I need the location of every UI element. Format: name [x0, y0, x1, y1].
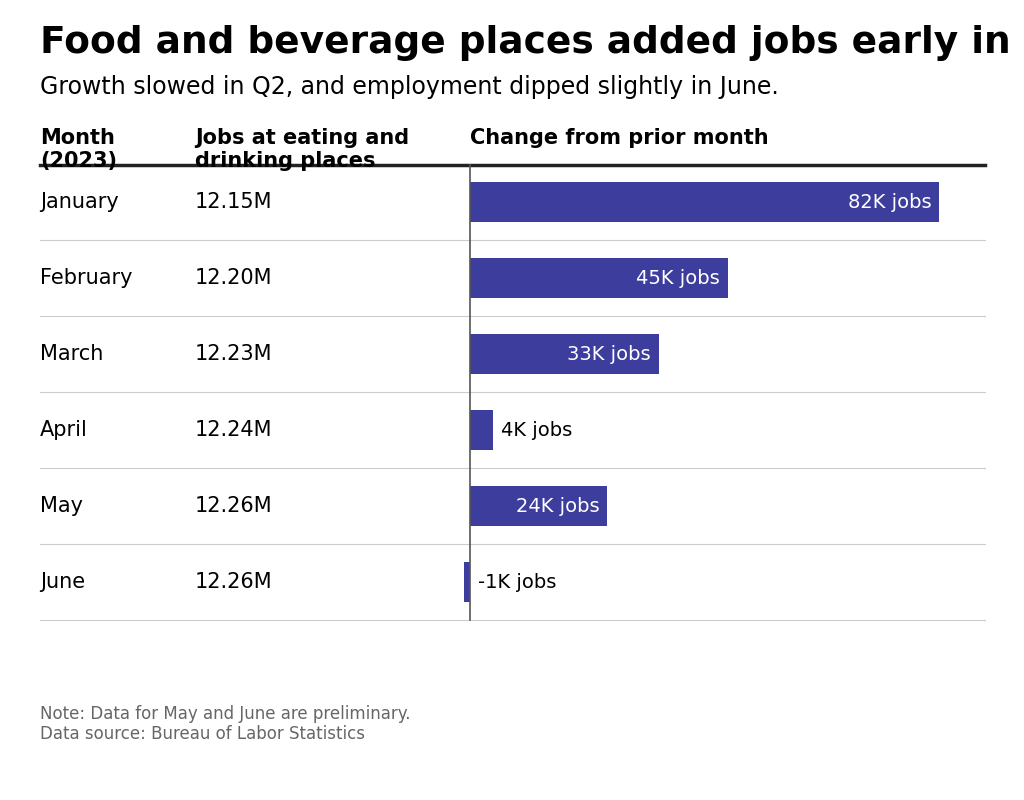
Text: 12.24M: 12.24M [195, 420, 272, 440]
Bar [470, 410, 493, 450]
Text: 12.26M: 12.26M [195, 572, 272, 592]
Bar [464, 562, 470, 602]
Bar [470, 334, 658, 374]
Bar [470, 182, 939, 222]
Text: 33K jobs: 33K jobs [567, 345, 651, 363]
Text: Note: Data for May and June are preliminary.: Note: Data for May and June are prelimin… [40, 705, 411, 723]
Text: 12.15M: 12.15M [195, 192, 272, 212]
Bar [470, 258, 727, 298]
Text: March: March [40, 344, 103, 364]
Text: 45K jobs: 45K jobs [636, 269, 720, 287]
Text: Jobs at eating and
drinking places: Jobs at eating and drinking places [195, 128, 410, 171]
Text: Data source: Bureau of Labor Statistics: Data source: Bureau of Labor Statistics [40, 725, 365, 743]
Text: 12.23M: 12.23M [195, 344, 272, 364]
Bar [470, 486, 607, 526]
Text: January: January [40, 192, 119, 212]
Text: April: April [40, 420, 88, 440]
Text: 24K jobs: 24K jobs [516, 497, 599, 515]
Text: 4K jobs: 4K jobs [501, 421, 572, 439]
Text: Growth slowed in Q2, and employment dipped slightly in June.: Growth slowed in Q2, and employment dipp… [40, 75, 778, 99]
Text: Change from prior month: Change from prior month [470, 128, 769, 148]
Text: 12.20M: 12.20M [195, 268, 272, 288]
Text: -1K jobs: -1K jobs [478, 573, 556, 591]
Text: 82K jobs: 82K jobs [848, 193, 931, 211]
Text: Month
(2023): Month (2023) [40, 128, 117, 171]
Text: 12.26M: 12.26M [195, 496, 272, 516]
Text: June: June [40, 572, 85, 592]
Text: February: February [40, 268, 132, 288]
Text: May: May [40, 496, 83, 516]
Text: Food and beverage places added jobs early in 2023: Food and beverage places added jobs earl… [40, 25, 1024, 61]
